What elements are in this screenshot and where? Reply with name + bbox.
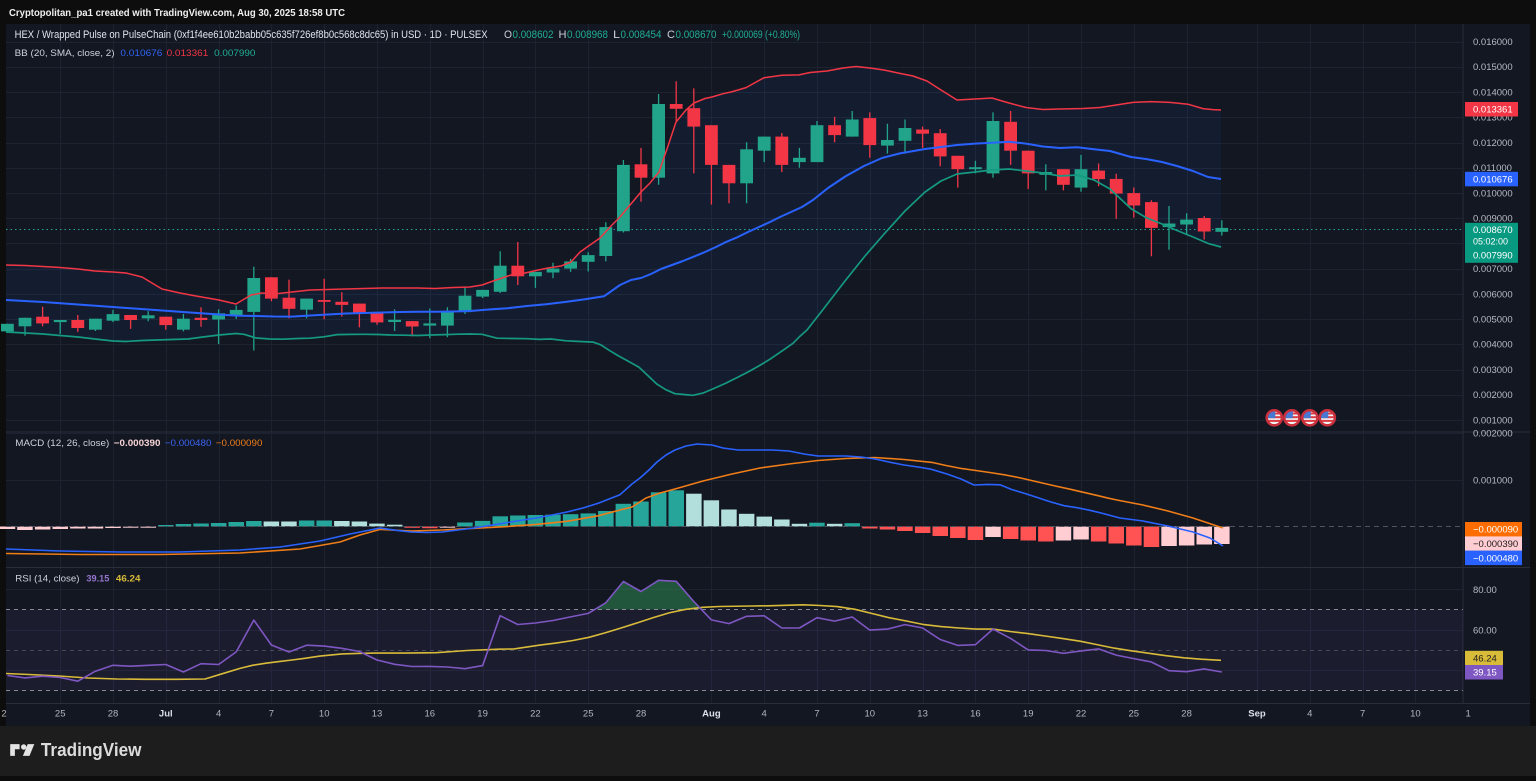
svg-text:4: 4 bbox=[1307, 709, 1312, 720]
svg-text:25: 25 bbox=[55, 709, 66, 720]
svg-text:+0.000069 (+0.80%): +0.000069 (+0.80%) bbox=[722, 29, 800, 41]
svg-text:0.013361: 0.013361 bbox=[1473, 105, 1513, 116]
svg-text:05:02:00: 05:02:00 bbox=[1473, 236, 1508, 246]
svg-text:Jul: Jul bbox=[159, 709, 173, 720]
svg-text:16: 16 bbox=[425, 709, 436, 720]
svg-text:−0.000480: −0.000480 bbox=[1473, 553, 1518, 564]
svg-text:28: 28 bbox=[636, 709, 647, 720]
svg-text:0.001000: 0.001000 bbox=[1473, 415, 1513, 426]
svg-text:80.00: 80.00 bbox=[1473, 585, 1497, 596]
svg-text:RSI (14, close): RSI (14, close) bbox=[15, 572, 79, 583]
svg-text:H: H bbox=[559, 29, 567, 41]
svg-text:19: 19 bbox=[477, 709, 488, 720]
svg-text:HEX / Wrapped Pulse on PulseCh: HEX / Wrapped Pulse on PulseChain (0xf1f… bbox=[15, 29, 488, 41]
svg-text:C: C bbox=[667, 29, 675, 41]
svg-text:0.008454: 0.008454 bbox=[621, 29, 662, 41]
svg-text:MACD (12, 26, close): MACD (12, 26, close) bbox=[15, 437, 109, 448]
svg-text:O: O bbox=[504, 29, 512, 41]
svg-text:39.15: 39.15 bbox=[86, 572, 109, 583]
svg-text:0.002000: 0.002000 bbox=[1473, 429, 1513, 440]
svg-text:0.008602: 0.008602 bbox=[513, 29, 554, 41]
svg-text:0.008670: 0.008670 bbox=[1473, 225, 1513, 236]
svg-text:39.15: 39.15 bbox=[1473, 668, 1497, 679]
svg-text:0.010000: 0.010000 bbox=[1473, 188, 1513, 199]
svg-text:0.010676: 0.010676 bbox=[120, 47, 162, 58]
svg-text:1: 1 bbox=[1466, 709, 1471, 720]
svg-text:0.007990: 0.007990 bbox=[214, 47, 255, 58]
svg-text:0.001000: 0.001000 bbox=[1473, 475, 1513, 486]
svg-text:0.002000: 0.002000 bbox=[1473, 390, 1513, 401]
svg-text:16: 16 bbox=[970, 709, 981, 720]
svg-text:7: 7 bbox=[814, 709, 819, 720]
svg-text:0.003000: 0.003000 bbox=[1473, 365, 1513, 376]
svg-text:0.016000: 0.016000 bbox=[1473, 37, 1513, 48]
svg-text:TradingView: TradingView bbox=[41, 740, 143, 760]
svg-text:−0.000090: −0.000090 bbox=[1473, 525, 1518, 536]
svg-text:Sep: Sep bbox=[1248, 709, 1266, 720]
svg-text:46.24: 46.24 bbox=[116, 572, 141, 583]
svg-text:7: 7 bbox=[269, 709, 274, 720]
svg-text:0.013361: 0.013361 bbox=[167, 47, 209, 58]
svg-text:Aug: Aug bbox=[702, 709, 721, 720]
svg-text:10: 10 bbox=[1410, 709, 1421, 720]
svg-text:0.004000: 0.004000 bbox=[1473, 340, 1513, 351]
svg-text:0.014000: 0.014000 bbox=[1473, 88, 1513, 99]
svg-text:0.007990: 0.007990 bbox=[1473, 251, 1513, 262]
svg-text:0.009000: 0.009000 bbox=[1473, 214, 1513, 225]
svg-text:13: 13 bbox=[372, 709, 383, 720]
svg-text:0.013000: 0.013000 bbox=[1473, 113, 1513, 124]
svg-text:0.006000: 0.006000 bbox=[1473, 289, 1513, 300]
svg-text:0.011000: 0.011000 bbox=[1473, 163, 1512, 174]
svg-text:BB (20, SMA, close, 2): BB (20, SMA, close, 2) bbox=[15, 47, 115, 58]
svg-text:46.24: 46.24 bbox=[1473, 653, 1497, 664]
svg-text:L: L bbox=[613, 29, 620, 41]
svg-text:0.015000: 0.015000 bbox=[1473, 62, 1513, 73]
svg-text:2: 2 bbox=[1, 709, 6, 720]
svg-text:60.00: 60.00 bbox=[1473, 626, 1497, 637]
svg-text:19: 19 bbox=[1023, 709, 1034, 720]
svg-text:4: 4 bbox=[216, 709, 221, 720]
svg-text:28: 28 bbox=[108, 709, 119, 720]
svg-text:0.010676: 0.010676 bbox=[1473, 174, 1513, 185]
svg-text:−0.000090: −0.000090 bbox=[216, 437, 263, 448]
svg-text:−0.000390: −0.000390 bbox=[114, 437, 161, 448]
svg-text:−0.000480: −0.000480 bbox=[165, 437, 212, 448]
svg-text:0.008670: 0.008670 bbox=[676, 29, 717, 41]
svg-text:25: 25 bbox=[1129, 709, 1140, 720]
svg-text:25: 25 bbox=[583, 709, 594, 720]
svg-text:10: 10 bbox=[319, 709, 330, 720]
svg-text:Cryptopolitan_pa1 created with: Cryptopolitan_pa1 created with TradingVi… bbox=[9, 8, 346, 19]
svg-text:22: 22 bbox=[530, 709, 541, 720]
svg-text:22: 22 bbox=[1076, 709, 1087, 720]
svg-text:0.008968: 0.008968 bbox=[567, 29, 608, 41]
svg-text:0.007000: 0.007000 bbox=[1473, 264, 1513, 275]
svg-text:4: 4 bbox=[762, 709, 767, 720]
svg-text:0.012000: 0.012000 bbox=[1473, 138, 1513, 149]
svg-text:0.005000: 0.005000 bbox=[1473, 315, 1513, 326]
svg-text:10: 10 bbox=[865, 709, 876, 720]
svg-text:13: 13 bbox=[917, 709, 928, 720]
svg-text:−0.000390: −0.000390 bbox=[1473, 539, 1518, 550]
svg-text:7: 7 bbox=[1360, 709, 1365, 720]
svg-text:28: 28 bbox=[1181, 709, 1192, 720]
